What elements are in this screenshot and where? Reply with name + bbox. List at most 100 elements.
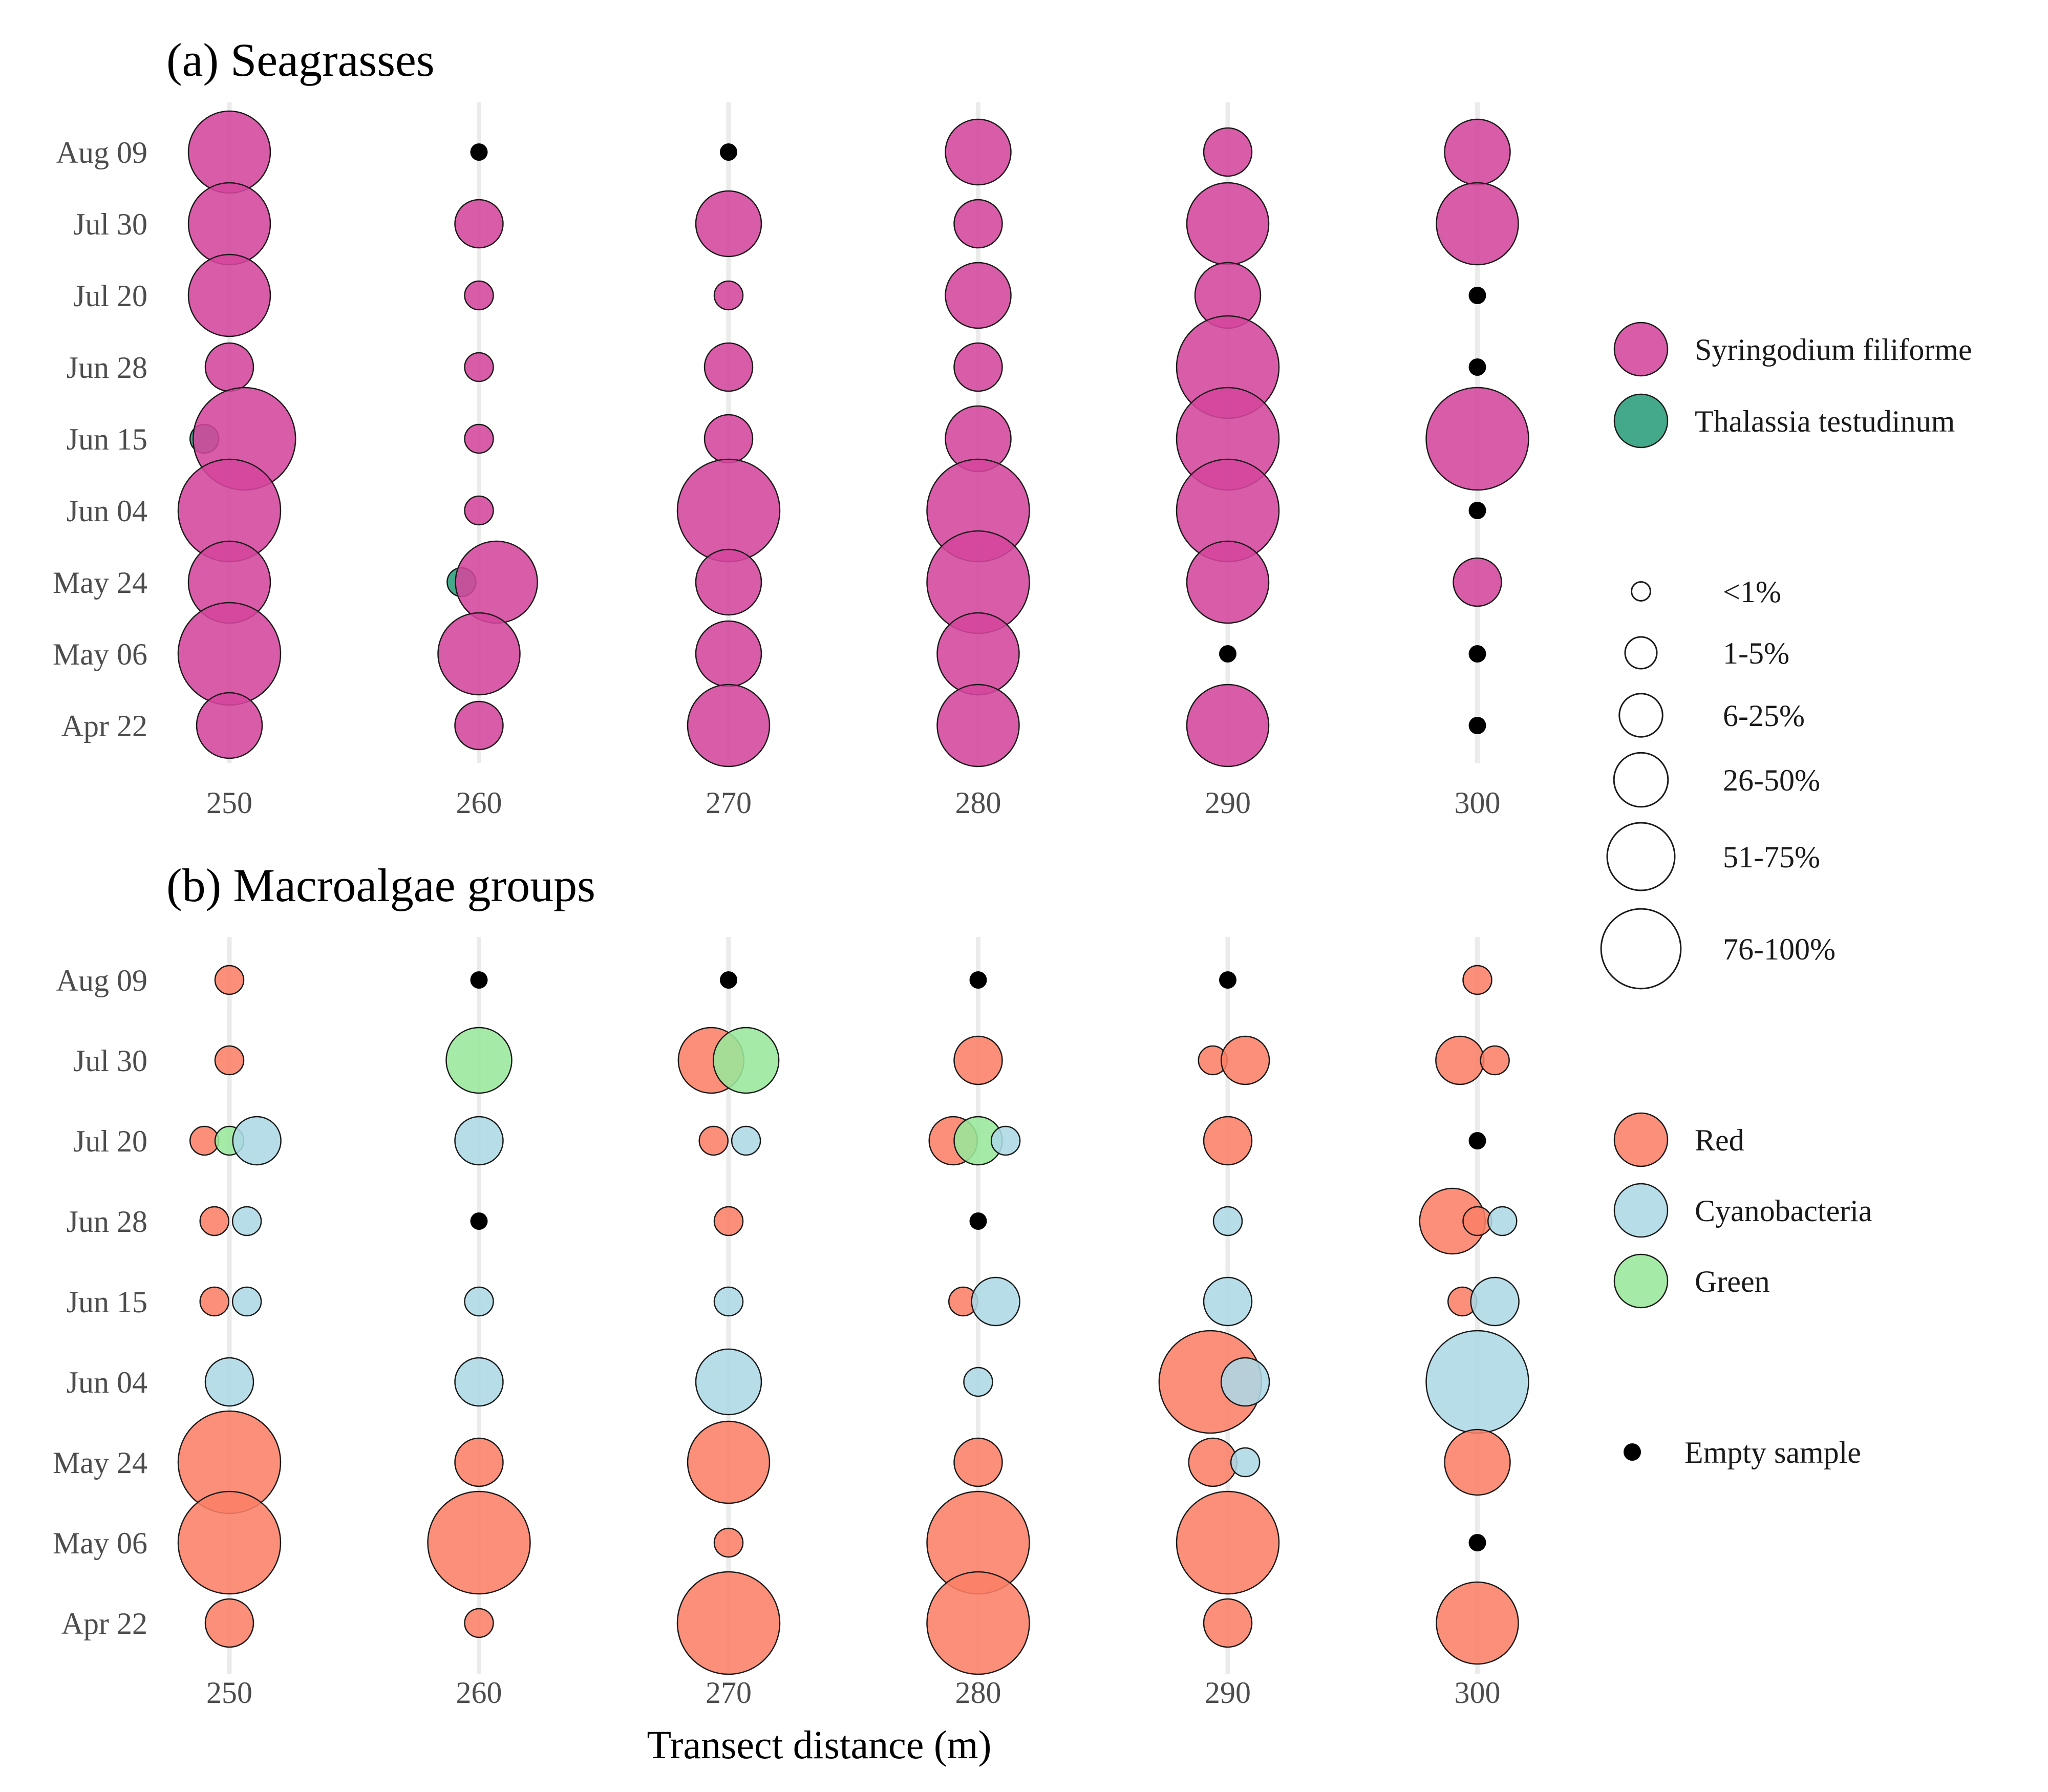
bubble-cyanobacteria <box>1487 1206 1518 1236</box>
panel-a-points <box>177 110 1529 767</box>
bubble-red <box>214 965 245 995</box>
x-tick-label: 270 <box>706 786 752 820</box>
legend: Syringodium filiforme Thalassia testudinu… <box>1600 322 1972 1469</box>
legend-swatch-red <box>1613 1112 1669 1167</box>
bubble-red <box>953 1035 1003 1085</box>
bubble-syringodium-filiforme <box>945 118 1012 186</box>
bubble-syringodium-filiforme <box>464 423 494 454</box>
legend-size-label: 51-75% <box>1723 840 1820 874</box>
y-tick-label: Jul 30 <box>73 1044 147 1078</box>
x-tick-label: 260 <box>456 786 502 820</box>
bubble-red <box>1436 1581 1519 1665</box>
legend-size-circle <box>1606 822 1676 891</box>
y-tick-label: May 24 <box>53 1446 147 1480</box>
legend-size-circle <box>1618 693 1663 738</box>
empty-sample-point <box>470 971 488 989</box>
bubble-red <box>177 1490 282 1595</box>
panel-b-points <box>177 965 1529 1675</box>
bubble-syringodium-filiforme <box>936 612 1020 696</box>
bubble-syringodium-filiforme <box>695 190 762 258</box>
bubble-syringodium-filiforme <box>1444 118 1511 186</box>
bubble-syringodium-filiforme <box>464 352 494 382</box>
bubble-syringodium-filiforme <box>945 262 1012 329</box>
x-tick-label: 250 <box>206 1676 252 1710</box>
bubble-syringodium-filiforme <box>687 684 771 767</box>
bubble-syringodium-filiforme <box>1203 127 1253 177</box>
bubble-green <box>445 1027 513 1094</box>
y-tick-label: Jun 28 <box>67 351 147 385</box>
legend-size-label: <1% <box>1723 575 1781 609</box>
bubble-red <box>1444 1428 1511 1496</box>
legend-label-green: Green <box>1695 1265 1770 1298</box>
bubble-red <box>1203 1116 1253 1166</box>
bubble-red <box>926 1571 1030 1675</box>
empty-sample-point <box>1219 645 1236 663</box>
bubble-syringodium-filiforme <box>1186 182 1270 266</box>
x-axis-title: Transect distance (m) <box>647 1722 992 1767</box>
empty-sample-point <box>969 1212 987 1230</box>
bubble-cyanobacteria <box>231 1206 262 1236</box>
y-tick-label: Apr 22 <box>61 709 147 743</box>
y-tick-label: Jun 04 <box>67 1366 147 1399</box>
legend-swatch-green <box>1613 1253 1669 1309</box>
bubble-syringodium-filiforme <box>455 540 538 624</box>
legend-empty-sample-label: Empty sample <box>1684 1436 1861 1469</box>
bubble-cyanobacteria <box>232 1116 282 1166</box>
bubble-syringodium-filiforme <box>1453 557 1502 607</box>
legend-size-label: 6-25% <box>1723 699 1805 733</box>
bubble-red <box>199 1206 229 1236</box>
bubble-red <box>204 1598 254 1648</box>
y-tick-label: Jun 15 <box>67 1285 147 1319</box>
empty-sample-point <box>1219 971 1236 989</box>
panel-b-x-axis-labels: 250 260 270 280 290 300 <box>206 1676 1501 1710</box>
bubble-syringodium-filiforme <box>953 199 1003 249</box>
x-tick-label: 280 <box>955 786 1001 820</box>
empty-sample-point <box>470 1212 488 1230</box>
bubble-red <box>1188 1437 1238 1487</box>
empty-sample-point <box>1468 287 1486 304</box>
legend-size-label: 76-100% <box>1723 932 1836 966</box>
bubble-red <box>1220 1035 1270 1085</box>
bubble-syringodium-filiforme <box>464 280 494 311</box>
panel-a-title: (a) Seagrasses <box>166 34 435 86</box>
bubble-cyanobacteria <box>454 1357 504 1407</box>
bubble-red <box>1176 1490 1280 1595</box>
bubble-cyanobacteria <box>1470 1276 1520 1327</box>
x-tick-label: 300 <box>1455 786 1501 820</box>
bubble-syringodium-filiforme <box>187 253 271 337</box>
legend-label-red: Red <box>1695 1123 1744 1157</box>
legend-size-label: 1-5% <box>1723 636 1789 670</box>
bubble-syringodium-filiforme <box>703 414 754 464</box>
empty-sample-point <box>470 143 488 161</box>
x-tick-label: 260 <box>456 1676 502 1710</box>
bubble-red <box>676 1571 781 1675</box>
bubble-red <box>199 1286 229 1317</box>
bubble-syringodium-filiforme <box>204 342 254 392</box>
bubble-syringodium-filiforme <box>187 182 271 266</box>
legend-label-thalassia-testudinum: Thalassia testudinum <box>1695 404 1955 438</box>
y-tick-label: Jul 30 <box>73 207 147 241</box>
y-tick-label: Apr 22 <box>61 1607 147 1640</box>
legend-size-circle <box>1631 581 1651 602</box>
bubble-cyanobacteria <box>454 1116 504 1166</box>
panel-b-title: (b) Macroalgae groups <box>166 859 595 911</box>
empty-sample-point <box>720 143 737 161</box>
bubble-cyanobacteria <box>204 1357 254 1407</box>
legend-swatch-cyanobacteria <box>1613 1183 1669 1238</box>
x-tick-label: 300 <box>1455 1676 1501 1710</box>
empty-sample-point <box>1468 645 1486 663</box>
bubble-cyanobacteria <box>713 1286 744 1317</box>
panel-b-y-axis-labels: Apr 22 May 06 May 24 Jun 04 Jun 15 Jun 28 Jul … <box>53 964 147 1640</box>
empty-sample-point <box>969 971 987 989</box>
bubble-syringodium-filiforme <box>454 199 504 249</box>
legend-size-circle <box>1600 908 1682 990</box>
bubble-cyanobacteria <box>1425 1330 1529 1434</box>
legend-macroalgae-groups: Red Cyanobacteria Green <box>1613 1112 1872 1309</box>
bubble-syringodium-filiforme <box>936 684 1020 767</box>
empty-sample-point <box>1468 502 1486 519</box>
legend-label-cyanobacteria: Cyanobacteria <box>1695 1194 1872 1228</box>
bubble-syringodium-filiforme <box>695 620 762 688</box>
legend-label-syringodium-filiforme: Syringodium filiforme <box>1695 333 1972 367</box>
bubble-syringodium-filiforme <box>437 612 521 696</box>
bubble-red <box>1435 1035 1485 1085</box>
